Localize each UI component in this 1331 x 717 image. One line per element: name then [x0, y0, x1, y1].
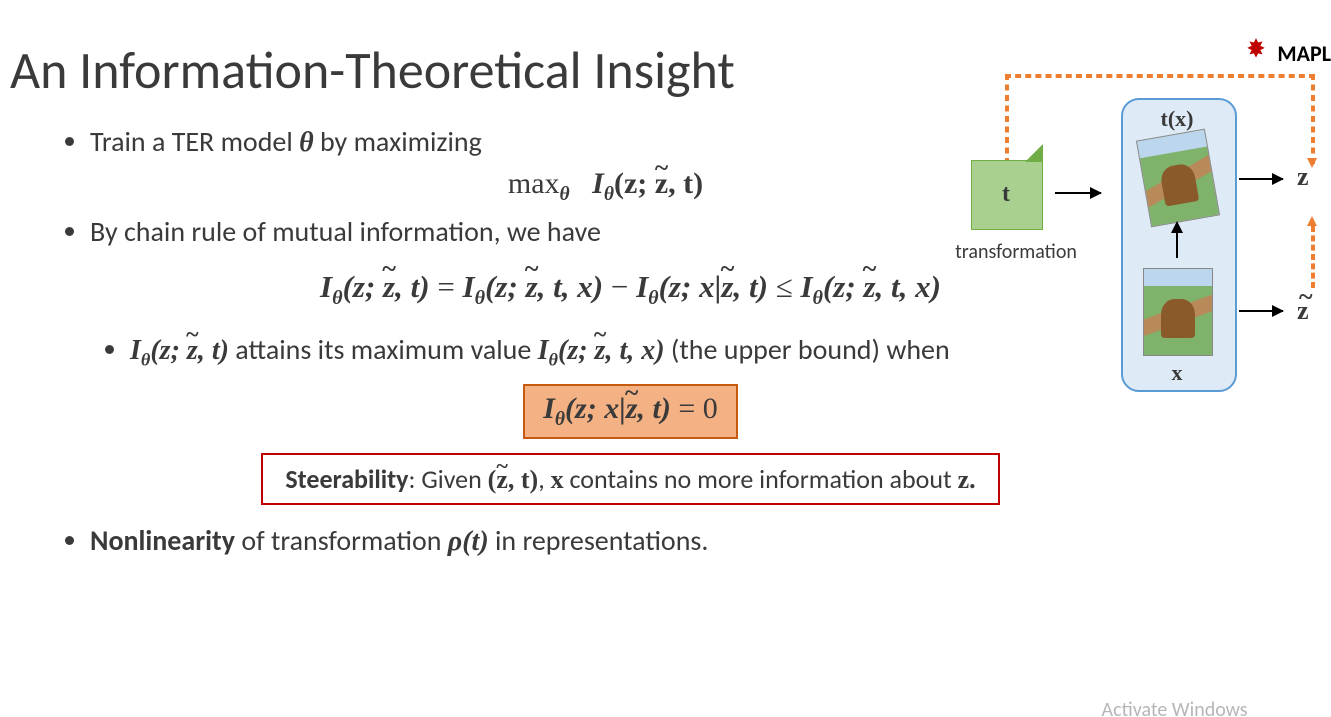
attains-rhs: Iθ(z; ~z, t, x) [538, 335, 665, 366]
steerability-z: z. [958, 465, 976, 494]
attains-text-1: attains its maximum value [229, 332, 538, 367]
steerability-row: Steerability: Given (~z, t), x contains … [0, 453, 1331, 505]
arrow-up-icon [1176, 232, 1178, 258]
nonlinearity-rho: ρ(t) [448, 526, 489, 557]
steerability-pair: (~z, t) [488, 465, 539, 494]
nonlinearity-mid: of transformation [235, 523, 448, 558]
arrow-right-icon [1239, 310, 1283, 312]
theta-symbol: θ [299, 127, 314, 158]
mutual-info-theta: θ [604, 184, 614, 205]
watermark-line1: Activate Windows [1102, 698, 1289, 717]
steerability-prefix: : Given [408, 463, 487, 495]
dashed-line [1311, 74, 1315, 164]
slide: An Information-Theoretical Insight Train… [0, 38, 1331, 717]
bullet-train-suffix: by maximizing [314, 124, 482, 159]
equation-zero-box: Iθ(z; x|~z, t) = 0 [523, 384, 738, 439]
max-subscript: θ [560, 184, 570, 205]
transformed-image-icon [1136, 129, 1220, 228]
mutual-info-I: I [592, 167, 604, 200]
diagram-x-label: x [1121, 360, 1233, 386]
diagram-ztilde-label: z [1297, 296, 1331, 326]
original-image-icon [1143, 268, 1213, 356]
steerability-suffix: contains no more information about [564, 463, 958, 495]
dashed-arrow-up-icon [1307, 216, 1317, 226]
steerability-x: x [551, 465, 564, 494]
bullet-nonlinearity: Nonlinearity of transformation ρ(t) in r… [90, 523, 1331, 558]
logo-text: MAPL [1277, 40, 1331, 67]
bullet-list-4: Nonlinearity of transformation ρ(t) in r… [10, 523, 1331, 558]
steerability-mid: , [538, 463, 550, 495]
arrow-right-icon [1239, 178, 1283, 180]
maple-leaf-icon [1243, 36, 1269, 62]
diagram-z-label: z [1297, 162, 1309, 192]
nonlinearity-suffix: in representations. [489, 523, 709, 558]
steerability-box: Steerability: Given (~z, t), x contains … [261, 453, 999, 505]
dashed-line [1005, 74, 1315, 78]
attains-lhs: Iθ(z; ~z, t) [130, 335, 229, 366]
diagram: MAPL t(x) x t transformation z z [971, 64, 1331, 396]
diagram-t-label: t [971, 160, 1041, 228]
nonlinearity-word: Nonlinearity [90, 523, 235, 558]
steerability-label: Steerability [285, 463, 408, 495]
diagram-transformation-label: transformation [941, 240, 1091, 264]
max-operator: max [508, 167, 560, 200]
windows-watermark: Activate Windows Go to Settings to activ… [1102, 698, 1289, 717]
mutual-info-args: (z; ~z, t) [614, 167, 703, 200]
attains-text-2: (the upper bound) when [665, 332, 950, 367]
diagram-tx-label: t(x) [1121, 106, 1233, 132]
dashed-line [1311, 226, 1315, 288]
dashed-line [1005, 74, 1009, 164]
bullet-train-prefix: Train a TER model [90, 124, 299, 159]
arrow-right-icon [1055, 192, 1101, 194]
